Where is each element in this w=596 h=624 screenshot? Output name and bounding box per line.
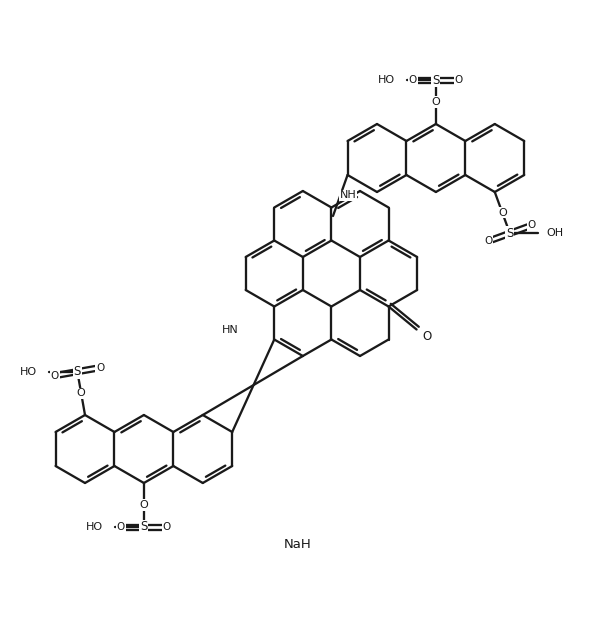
Text: O: O (422, 330, 431, 343)
Text: O: O (527, 220, 536, 230)
Text: O: O (484, 236, 492, 246)
Text: O: O (117, 522, 125, 532)
Text: O: O (455, 75, 463, 85)
Text: S: S (140, 520, 148, 534)
Text: O: O (498, 208, 507, 218)
Text: S: S (432, 74, 440, 87)
Text: O: O (77, 388, 86, 398)
Text: HN: HN (222, 325, 238, 335)
Text: S: S (74, 365, 81, 378)
Text: O: O (51, 371, 59, 381)
Text: OH: OH (547, 228, 563, 238)
Text: HO: HO (86, 522, 103, 532)
Text: O: O (139, 500, 148, 510)
Text: O: O (432, 97, 440, 107)
Text: NaH: NaH (284, 537, 312, 550)
Text: HO: HO (20, 367, 37, 377)
Text: HO: HO (378, 75, 395, 85)
Text: S: S (506, 227, 514, 240)
Text: O: O (163, 522, 171, 532)
Text: O: O (96, 363, 104, 373)
Text: O: O (409, 75, 417, 85)
Text: NH: NH (340, 190, 356, 200)
